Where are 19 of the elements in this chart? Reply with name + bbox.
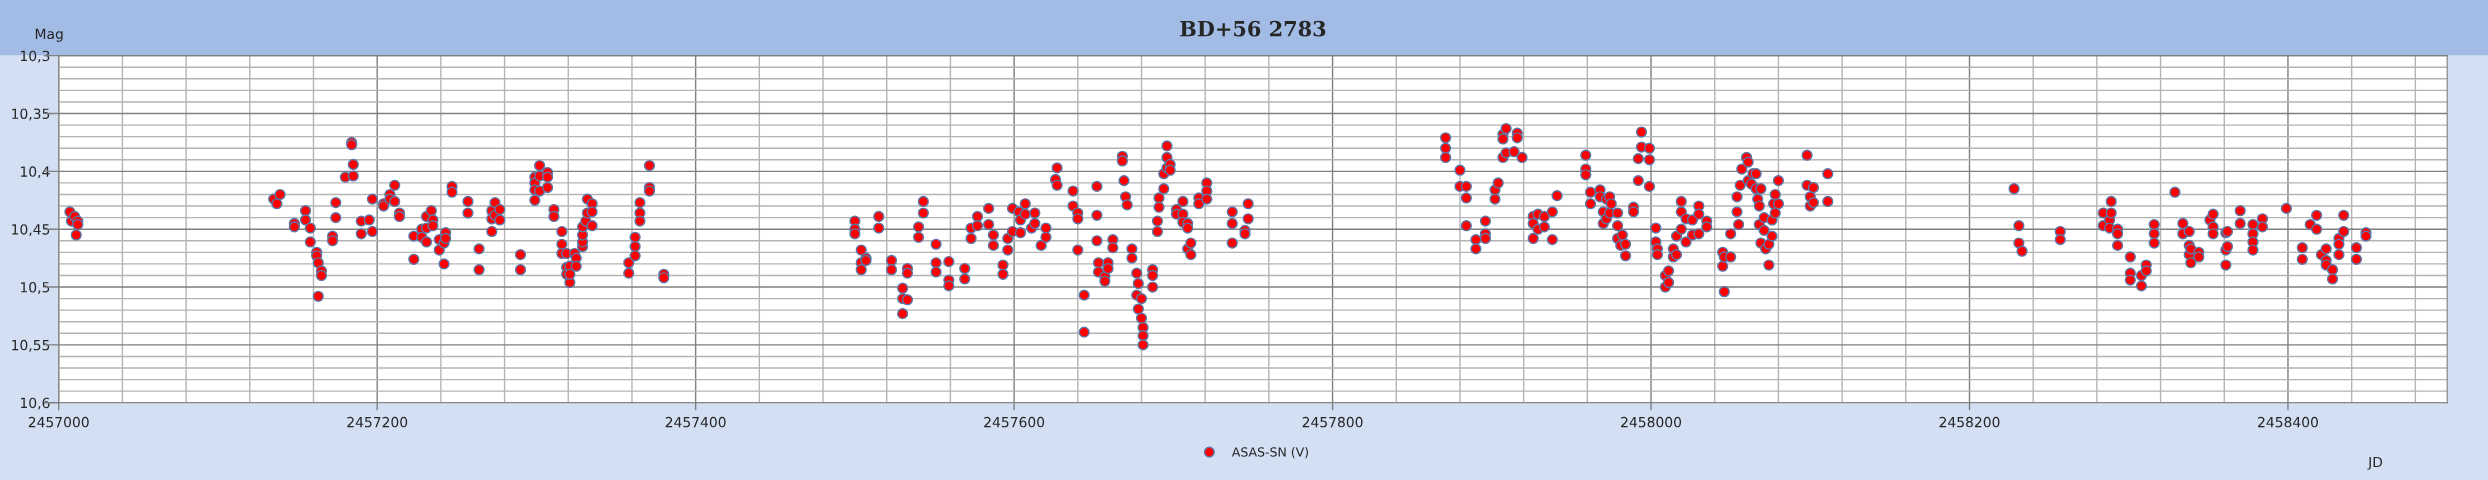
chart-title: BD+56 2783 bbox=[1180, 20, 1326, 37]
x-tick-label: 2458000 bbox=[1621, 416, 1682, 428]
y-tick-label: 10,55 bbox=[12, 339, 50, 352]
x-axis-title: JD bbox=[2367, 456, 2383, 470]
y-axis-title: Mag bbox=[35, 28, 63, 42]
x-tick-label: 2457200 bbox=[347, 416, 408, 428]
x-tick-label: 2457000 bbox=[28, 416, 89, 428]
y-tick-label: 10,5 bbox=[20, 282, 50, 294]
x-tick-label: 2457800 bbox=[1302, 416, 1363, 428]
x-tick-label: 2458200 bbox=[1939, 416, 2000, 428]
y-tick-label: 10,6 bbox=[20, 397, 50, 410]
x-tick-label: 2457600 bbox=[984, 416, 1045, 428]
legend-label: ASAS-SN (V) bbox=[1231, 447, 1309, 459]
y-tick-label: 10,4 bbox=[20, 166, 50, 179]
x-tick-label: 2458400 bbox=[2258, 416, 2318, 428]
y-tick-label: 10,35 bbox=[12, 108, 50, 121]
y-tick-label: 10,3 bbox=[20, 50, 50, 63]
x-tick-label: 2457400 bbox=[665, 416, 726, 428]
y-tick-label: 10,45 bbox=[12, 224, 50, 237]
